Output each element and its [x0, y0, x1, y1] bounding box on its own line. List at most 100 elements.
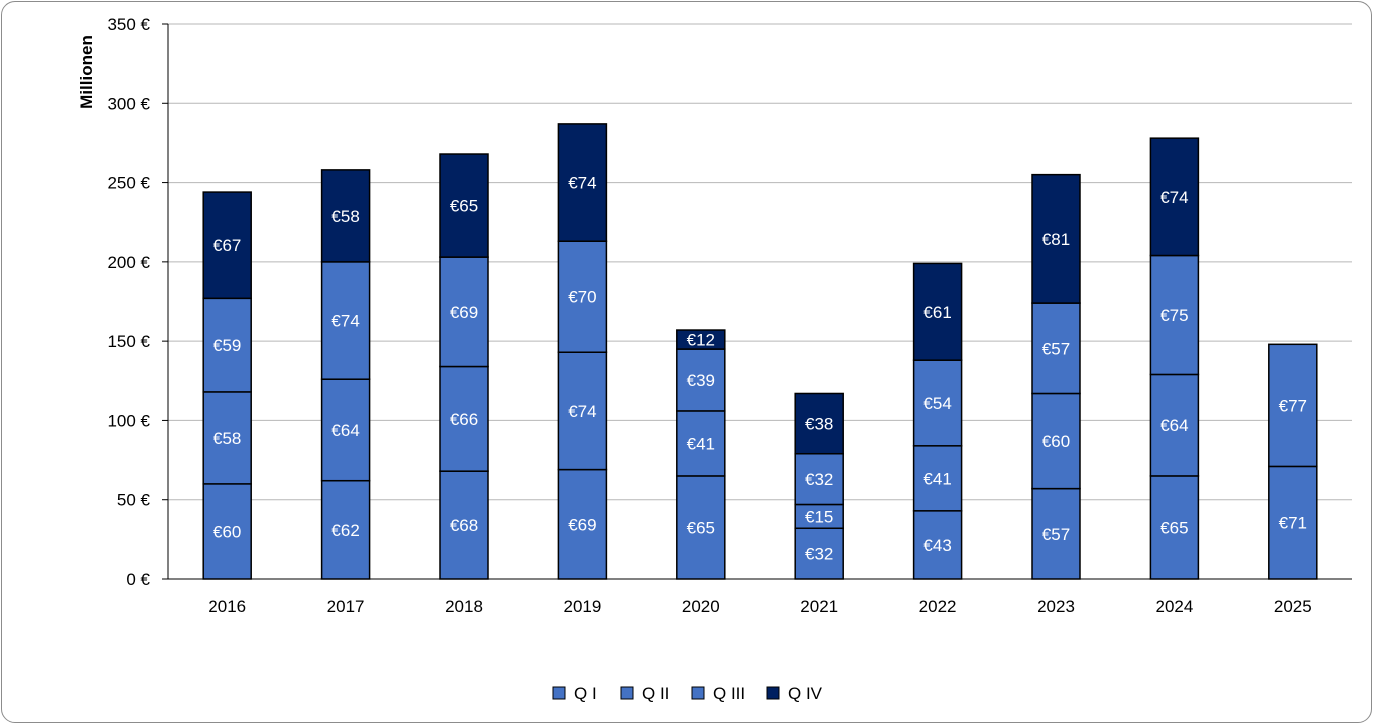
y-tick-label: 0 € [126, 570, 150, 589]
bar-segment [1149, 137, 1200, 257]
bar-segment [794, 392, 844, 455]
data-label: €43 [923, 536, 951, 555]
bar-segment [912, 359, 963, 447]
bar-segment [1031, 173, 1081, 304]
data-label: €39 [687, 371, 715, 390]
data-label: €62 [331, 521, 359, 540]
data-label: €59 [213, 336, 241, 355]
data-label: €41 [687, 434, 715, 453]
bar-segment [557, 351, 608, 471]
x-tick-label: 2017 [327, 597, 365, 616]
bar-segment [676, 410, 726, 477]
data-label: €77 [1279, 396, 1307, 415]
data-label: €64 [1160, 416, 1188, 435]
x-tick-label: 2025 [1274, 597, 1312, 616]
bar-segment [912, 262, 963, 361]
x-tick-label: 2024 [1155, 597, 1193, 616]
bar-segment [1031, 302, 1081, 395]
y-tick-label: 300 € [107, 94, 150, 113]
x-tick-label: 2022 [919, 597, 957, 616]
bar-segment [557, 240, 608, 353]
legend-entry: Q I [574, 684, 597, 703]
bar-segment [202, 191, 252, 300]
data-label: €38 [805, 415, 833, 434]
bar-segment [676, 348, 726, 412]
data-label: €74 [568, 402, 596, 421]
data-label: €12 [687, 331, 715, 350]
bar-segment [439, 365, 489, 472]
y-tick-label: 50 € [117, 491, 151, 510]
bar-segment [676, 475, 726, 580]
legend-entry: Q IV [788, 684, 823, 703]
bar-segment [320, 261, 371, 380]
bar-segment [1268, 465, 1318, 580]
data-label: €64 [331, 421, 359, 440]
y-axis-ticks: 0 € 50 € 100 € 150 € 200 € 250 € 300 € 350 € [107, 15, 168, 589]
bar-segment [439, 470, 489, 580]
y-tick-label: 250 € [107, 174, 150, 193]
x-tick-label: 2019 [563, 597, 601, 616]
data-label: €69 [568, 515, 596, 534]
x-tick-label: 2018 [445, 597, 483, 616]
data-label: €69 [450, 303, 478, 322]
y-tick-label: 100 € [107, 411, 150, 430]
data-label: €61 [923, 303, 951, 322]
data-label: €70 [568, 288, 596, 307]
bar-segment [676, 329, 726, 350]
bar-segment [557, 123, 608, 242]
bar-segment [557, 468, 608, 580]
data-label: €66 [450, 410, 478, 429]
data-label: €74 [331, 312, 359, 331]
bar-segment [1268, 343, 1318, 468]
data-label: €58 [213, 429, 241, 448]
data-label: €41 [923, 469, 951, 488]
axes [167, 24, 1352, 580]
bar-segment [1149, 254, 1200, 376]
y-tick-label: 200 € [107, 253, 150, 272]
data-label: €67 [213, 236, 241, 255]
data-label: €60 [213, 522, 241, 541]
bar-segment [439, 256, 489, 368]
data-label: €81 [1042, 230, 1070, 249]
data-label: €57 [1042, 525, 1070, 544]
data-label: €75 [1160, 306, 1188, 325]
legend-swatch [766, 686, 780, 700]
data-label: €68 [450, 516, 478, 535]
data-label: €60 [1042, 432, 1070, 451]
legend-swatch [620, 686, 634, 700]
y-axis-label: Millionen [77, 35, 96, 109]
legend-swatch [552, 686, 566, 700]
data-label: €54 [923, 394, 951, 413]
bar-segment [202, 297, 252, 393]
legend-swatch [691, 686, 705, 700]
data-label: €57 [1042, 339, 1070, 358]
x-tick-label: 2016 [208, 597, 246, 616]
data-label: €15 [805, 507, 833, 526]
data-label: €58 [331, 207, 359, 226]
x-axis-ticks: 2016 2017 2018 2019 2020 2021 2022 2023 2024 2025 [208, 597, 1311, 616]
bar-segment [320, 169, 371, 263]
y-tick-label: 350 € [107, 15, 150, 34]
bar-segment [912, 445, 963, 512]
x-tick-label: 2020 [682, 597, 720, 616]
bar-segment [202, 391, 252, 485]
bars: €60 €58 €59 €67 €62 €64 €74 €58 €68 €66 €69 €65 €69 €… [202, 123, 1318, 580]
legend: Q I Q II Q III Q IV [552, 684, 823, 703]
bar-segment [1149, 475, 1200, 580]
data-label: €74 [568, 174, 596, 193]
bar-segment [1149, 373, 1200, 477]
bar-segment [439, 153, 489, 258]
legend-entry: Q III [713, 684, 745, 703]
data-label: €65 [450, 197, 478, 216]
data-label: €32 [805, 545, 833, 564]
data-label: €65 [687, 518, 715, 537]
x-tick-label: 2021 [800, 597, 838, 616]
data-label: €74 [1160, 188, 1188, 207]
data-label: €71 [1279, 514, 1307, 533]
x-tick-label: 2023 [1037, 597, 1075, 616]
data-label: €65 [1160, 518, 1188, 537]
legend-entry: Q II [642, 684, 669, 703]
bar-segment [912, 510, 963, 580]
y-tick-label: 150 € [107, 332, 150, 351]
